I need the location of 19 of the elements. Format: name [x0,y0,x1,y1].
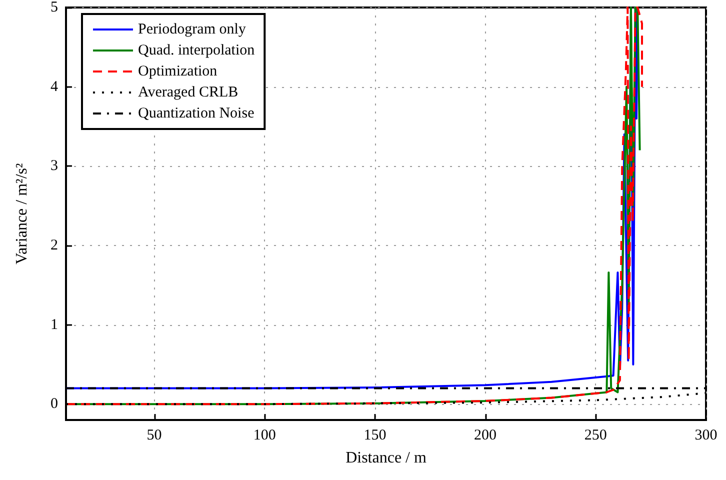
y-tick-label: 2 [50,237,58,254]
legend-label: Optimization [138,64,218,80]
y-axis-title: Variance / m²/s² [14,162,30,264]
y-tick-label: 1 [50,316,58,333]
x-tick-label: 200 [474,428,497,444]
y-tick-label: 0 [50,396,58,412]
x-axis-title: Distance / m [346,450,427,466]
x-tick-label: 300 [694,428,718,444]
y-tick-label: 5 [50,0,58,16]
x-tick-label: 100 [253,428,276,444]
x-tick-label: 250 [584,428,607,444]
legend-label: Quad. interpolation [138,42,256,58]
legend-label: Averaged CRLB [138,84,238,100]
legend-label: Periodogram only [138,22,246,38]
x-tick-label: 150 [364,428,386,444]
legend-label: Quantization Noise [138,106,255,122]
y-tick-label: 4 [50,78,58,95]
x-tick-label: 50 [146,428,162,444]
y-tick-label: 3 [50,158,58,174]
